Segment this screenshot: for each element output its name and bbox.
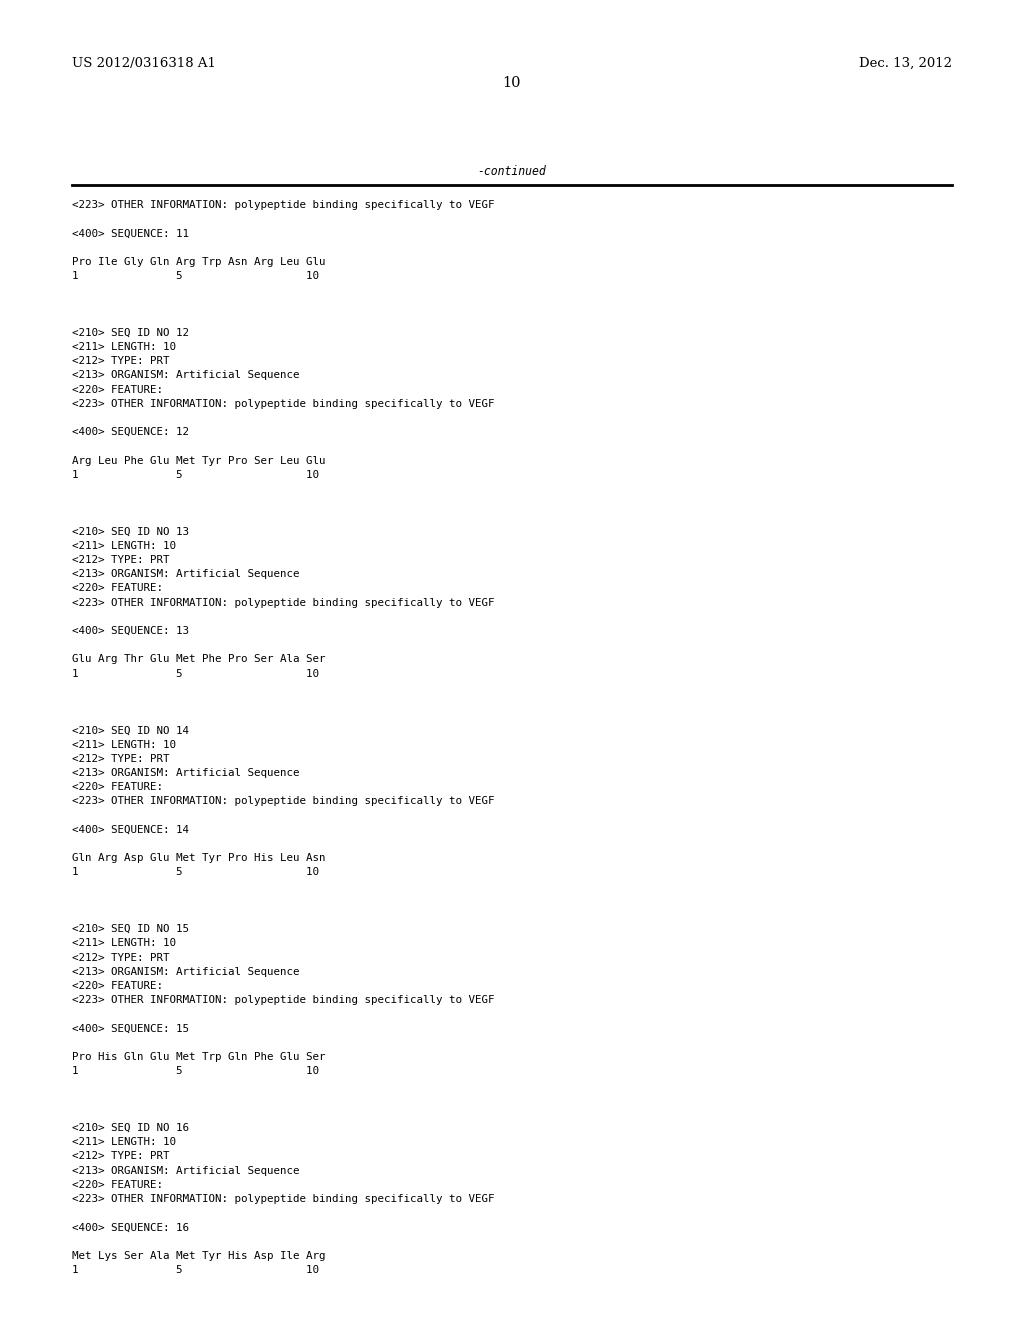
Text: <213> ORGANISM: Artificial Sequence: <213> ORGANISM: Artificial Sequence xyxy=(72,569,299,579)
Text: <213> ORGANISM: Artificial Sequence: <213> ORGANISM: Artificial Sequence xyxy=(72,1166,299,1176)
Text: <212> TYPE: PRT: <212> TYPE: PRT xyxy=(72,953,170,962)
Text: <210> SEQ ID NO 12: <210> SEQ ID NO 12 xyxy=(72,327,189,338)
Text: Dec. 13, 2012: Dec. 13, 2012 xyxy=(859,57,952,70)
Text: <220> FEATURE:: <220> FEATURE: xyxy=(72,583,163,594)
Text: Glu Arg Thr Glu Met Phe Pro Ser Ala Ser: Glu Arg Thr Glu Met Phe Pro Ser Ala Ser xyxy=(72,655,326,664)
Text: <212> TYPE: PRT: <212> TYPE: PRT xyxy=(72,754,170,764)
Text: Pro Ile Gly Gln Arg Trp Asn Arg Leu Glu: Pro Ile Gly Gln Arg Trp Asn Arg Leu Glu xyxy=(72,257,326,267)
Text: 1               5                   10: 1 5 10 xyxy=(72,271,319,281)
Text: <210> SEQ ID NO 15: <210> SEQ ID NO 15 xyxy=(72,924,189,935)
Text: Pro His Gln Glu Met Trp Gln Phe Glu Ser: Pro His Gln Glu Met Trp Gln Phe Glu Ser xyxy=(72,1052,326,1063)
Text: <220> FEATURE:: <220> FEATURE: xyxy=(72,783,163,792)
Text: <212> TYPE: PRT: <212> TYPE: PRT xyxy=(72,356,170,366)
Text: 1               5                   10: 1 5 10 xyxy=(72,1067,319,1076)
Text: 10: 10 xyxy=(503,77,521,90)
Text: <400> SEQUENCE: 12: <400> SEQUENCE: 12 xyxy=(72,428,189,437)
Text: <211> LENGTH: 10: <211> LENGTH: 10 xyxy=(72,939,176,948)
Text: <211> LENGTH: 10: <211> LENGTH: 10 xyxy=(72,541,176,550)
Text: <400> SEQUENCE: 15: <400> SEQUENCE: 15 xyxy=(72,1023,189,1034)
Text: <210> SEQ ID NO 13: <210> SEQ ID NO 13 xyxy=(72,527,189,537)
Text: <400> SEQUENCE: 11: <400> SEQUENCE: 11 xyxy=(72,228,189,239)
Text: <212> TYPE: PRT: <212> TYPE: PRT xyxy=(72,554,170,565)
Text: Met Lys Ser Ala Met Tyr His Asp Ile Arg: Met Lys Ser Ala Met Tyr His Asp Ile Arg xyxy=(72,1251,326,1261)
Text: <213> ORGANISM: Artificial Sequence: <213> ORGANISM: Artificial Sequence xyxy=(72,966,299,977)
Text: <213> ORGANISM: Artificial Sequence: <213> ORGANISM: Artificial Sequence xyxy=(72,768,299,777)
Text: Arg Leu Phe Glu Met Tyr Pro Ser Leu Glu: Arg Leu Phe Glu Met Tyr Pro Ser Leu Glu xyxy=(72,455,326,466)
Text: <223> OTHER INFORMATION: polypeptide binding specifically to VEGF: <223> OTHER INFORMATION: polypeptide bin… xyxy=(72,201,495,210)
Text: <400> SEQUENCE: 16: <400> SEQUENCE: 16 xyxy=(72,1222,189,1233)
Text: <220> FEATURE:: <220> FEATURE: xyxy=(72,981,163,991)
Text: US 2012/0316318 A1: US 2012/0316318 A1 xyxy=(72,57,216,70)
Text: 1               5                   10: 1 5 10 xyxy=(72,867,319,878)
Text: -continued: -continued xyxy=(477,165,547,178)
Text: 1               5                   10: 1 5 10 xyxy=(72,669,319,678)
Text: <211> LENGTH: 10: <211> LENGTH: 10 xyxy=(72,342,176,352)
Text: <400> SEQUENCE: 14: <400> SEQUENCE: 14 xyxy=(72,825,189,834)
Text: <223> OTHER INFORMATION: polypeptide binding specifically to VEGF: <223> OTHER INFORMATION: polypeptide bin… xyxy=(72,598,495,607)
Text: <223> OTHER INFORMATION: polypeptide binding specifically to VEGF: <223> OTHER INFORMATION: polypeptide bin… xyxy=(72,1195,495,1204)
Text: <212> TYPE: PRT: <212> TYPE: PRT xyxy=(72,1151,170,1162)
Text: <223> OTHER INFORMATION: polypeptide binding specifically to VEGF: <223> OTHER INFORMATION: polypeptide bin… xyxy=(72,796,495,807)
Text: <220> FEATURE:: <220> FEATURE: xyxy=(72,1180,163,1189)
Text: <213> ORGANISM: Artificial Sequence: <213> ORGANISM: Artificial Sequence xyxy=(72,371,299,380)
Text: <210> SEQ ID NO 14: <210> SEQ ID NO 14 xyxy=(72,726,189,735)
Text: 1               5                   10: 1 5 10 xyxy=(72,1265,319,1275)
Text: <223> OTHER INFORMATION: polypeptide binding specifically to VEGF: <223> OTHER INFORMATION: polypeptide bin… xyxy=(72,399,495,409)
Text: <211> LENGTH: 10: <211> LENGTH: 10 xyxy=(72,1138,176,1147)
Text: <223> OTHER INFORMATION: polypeptide binding specifically to VEGF: <223> OTHER INFORMATION: polypeptide bin… xyxy=(72,995,495,1006)
Text: <210> SEQ ID NO 16: <210> SEQ ID NO 16 xyxy=(72,1123,189,1133)
Text: <400> SEQUENCE: 13: <400> SEQUENCE: 13 xyxy=(72,626,189,636)
Text: <220> FEATURE:: <220> FEATURE: xyxy=(72,384,163,395)
Text: 1               5                   10: 1 5 10 xyxy=(72,470,319,479)
Text: <211> LENGTH: 10: <211> LENGTH: 10 xyxy=(72,739,176,750)
Text: Gln Arg Asp Glu Met Tyr Pro His Leu Asn: Gln Arg Asp Glu Met Tyr Pro His Leu Asn xyxy=(72,853,326,863)
